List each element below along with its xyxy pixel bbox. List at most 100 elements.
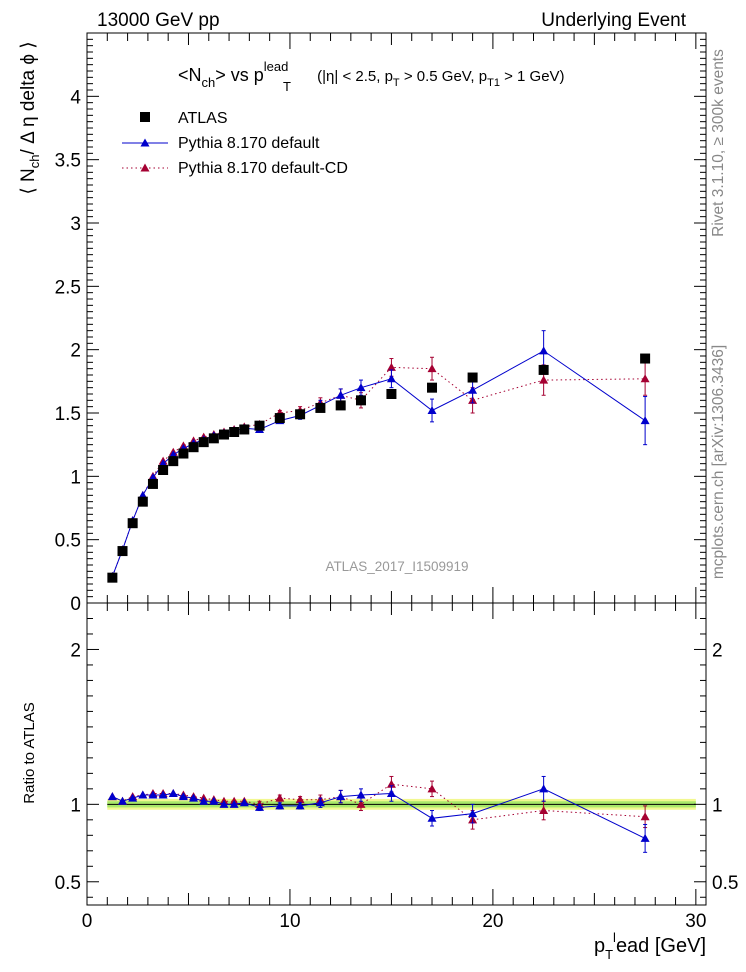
title-cut1: (|η| < 2.5, p — [313, 68, 393, 85]
ratio-pythia-default-point — [229, 799, 239, 808]
pythia-default-point — [640, 416, 650, 425]
ratio-pythia-default-point — [178, 792, 188, 801]
main-ytick-label: 1.5 — [55, 404, 81, 425]
ratio-pythia-default-point — [336, 792, 346, 801]
pythia-default-point — [427, 405, 437, 414]
atlas-point — [168, 456, 179, 467]
pythia-cd-point — [427, 364, 437, 373]
ratio-ylabel: Ratio to ATLAS — [21, 702, 38, 803]
atlas-point — [427, 382, 438, 393]
ratio-pythia-default-point — [219, 799, 229, 808]
ratio-pythia-default-point — [148, 790, 158, 799]
xlabel-sub: T — [605, 947, 613, 962]
ratio-pythia-cd-point — [356, 799, 366, 808]
ratio-axis-ticks: 0.5 0.51 12 20 10 20 30 — [55, 603, 738, 932]
atlas-point — [188, 442, 199, 453]
atlas-point — [467, 372, 478, 383]
xlabel-sup: l — [613, 930, 616, 945]
atlas-point — [218, 429, 229, 440]
ratio-pythia-default-point — [640, 833, 650, 842]
ratio-plot-frame — [86, 602, 707, 906]
ratio-pythia-default-point — [199, 796, 209, 805]
ratio-pythia-default-point — [107, 792, 117, 801]
legend-label-pythia-default: Pythia 8.170 default — [178, 135, 320, 152]
ratio-pythia-default-point — [189, 793, 199, 802]
title-cut3: > 1 GeV) — [500, 68, 565, 85]
main-ytick-label: 0.5 — [55, 531, 81, 552]
title-pre: <N — [178, 65, 202, 85]
ratio-pythia-default-point — [209, 796, 219, 805]
ylabel-sub: ch — [27, 154, 42, 168]
ratio-ytick-label-right: 0.5 — [712, 873, 738, 894]
ylabel-b: / Δ η delta ϕ ⟩ — [18, 41, 39, 154]
ratio-pythia-default-point — [158, 790, 168, 799]
atlas-point — [315, 402, 326, 413]
main-ytick-label: 3.5 — [55, 151, 81, 172]
ratio-xtick-label: 10 — [279, 911, 300, 932]
ylabel-a: ⟨ N — [18, 168, 39, 194]
ratio-pythia-default-point — [468, 809, 478, 818]
legend-marker-pythia-default — [140, 138, 150, 147]
header-left: 13000 GeV pp — [97, 10, 220, 31]
atlas-point — [538, 364, 549, 375]
ratio-pythia-cd-point — [275, 793, 285, 802]
main-ytick-label: 0 — [70, 594, 81, 615]
ratio-xtick-label: 20 — [482, 911, 503, 932]
pythia-default-point — [468, 385, 478, 394]
title-cut2-sub: T1 — [487, 77, 500, 89]
ratio-ytick-label-right: 1 — [712, 795, 723, 816]
main-title: <Nch> vs plead T (|η| < 2.5, pT > 0.5 GeV… — [178, 59, 565, 94]
atlas-point — [386, 389, 397, 399]
ratio-ytick-label-left: 0.5 — [55, 873, 81, 894]
atlas-point — [107, 572, 118, 583]
main-ytick-label: 1 — [70, 467, 81, 488]
pythia-default-point — [539, 346, 549, 355]
atlas-point — [178, 448, 189, 459]
pythia-cd-point — [539, 375, 549, 384]
main-ytick-label: 2.5 — [55, 277, 81, 298]
ratio-pythia-default-point — [427, 813, 437, 822]
atlas-point — [158, 465, 169, 475]
ratio-pythia-default-point — [118, 796, 128, 805]
atlas-point — [198, 437, 209, 448]
title-cut1-sub: T — [393, 77, 400, 89]
atlas-point — [254, 420, 265, 431]
atlas-point — [335, 400, 346, 411]
ratio-ytick-label-left: 2 — [70, 640, 81, 661]
ratio-pythia-cd-point — [640, 812, 650, 821]
legend-marker-pythia-cd — [140, 163, 150, 172]
atlas-point — [239, 424, 250, 435]
main-axis-ticks: 0 0.5 1 1.5 2 2.5 3 3.5 4 — [55, 32, 706, 615]
xlabel-b: ead [GeV] — [616, 935, 706, 957]
ratio-pythia-default-point — [539, 784, 549, 793]
pythia-cd-point — [386, 362, 396, 371]
atlas-point — [229, 427, 240, 437]
ratio-pythia-default-point — [275, 801, 285, 810]
atlas-point — [147, 478, 158, 489]
ratio-panel: 0.5 0.51 12 20 10 20 30 Ratio to ATLAS pTlead … — [21, 602, 738, 962]
ratio-ytick-label-left: 1 — [70, 795, 81, 816]
xlabel-a: p — [594, 935, 605, 957]
title-sub-t: T — [283, 79, 291, 94]
ratio-pythia-cd-point — [427, 784, 437, 793]
ratio-xtick-label: 0 — [82, 911, 93, 932]
analysis-watermark: ATLAS_2017_I1509919 — [325, 559, 468, 574]
ratio-pythia-default-point — [386, 788, 396, 797]
legend: ATLAS Pythia 8.170 default Pythia 8.170 … — [122, 110, 348, 177]
ratio-pythia-cd-point — [539, 806, 549, 815]
main-ytick-label: 3 — [70, 214, 81, 235]
ratio-ytick-label-right: 2 — [712, 640, 723, 661]
rivet-label: Rivet 3.1.10, ≥ 300k events — [710, 49, 727, 237]
ratio-pythia-default-point — [128, 793, 138, 802]
atlas-point — [355, 395, 366, 406]
ratio-pythia-cd-point — [386, 779, 396, 788]
ratio-pythia-default-point — [295, 801, 305, 810]
legend-marker-atlas — [140, 112, 150, 122]
title-cut2: > 0.5 GeV, p — [400, 68, 487, 85]
atlas-point — [127, 518, 138, 529]
title-sub-ch: ch — [202, 75, 216, 90]
ratio-data-marks — [107, 775, 650, 853]
main-ylabel: ⟨ Nch/ Δ η delta ϕ ⟩ — [18, 41, 42, 194]
main-ytick-label: 2 — [70, 341, 81, 362]
